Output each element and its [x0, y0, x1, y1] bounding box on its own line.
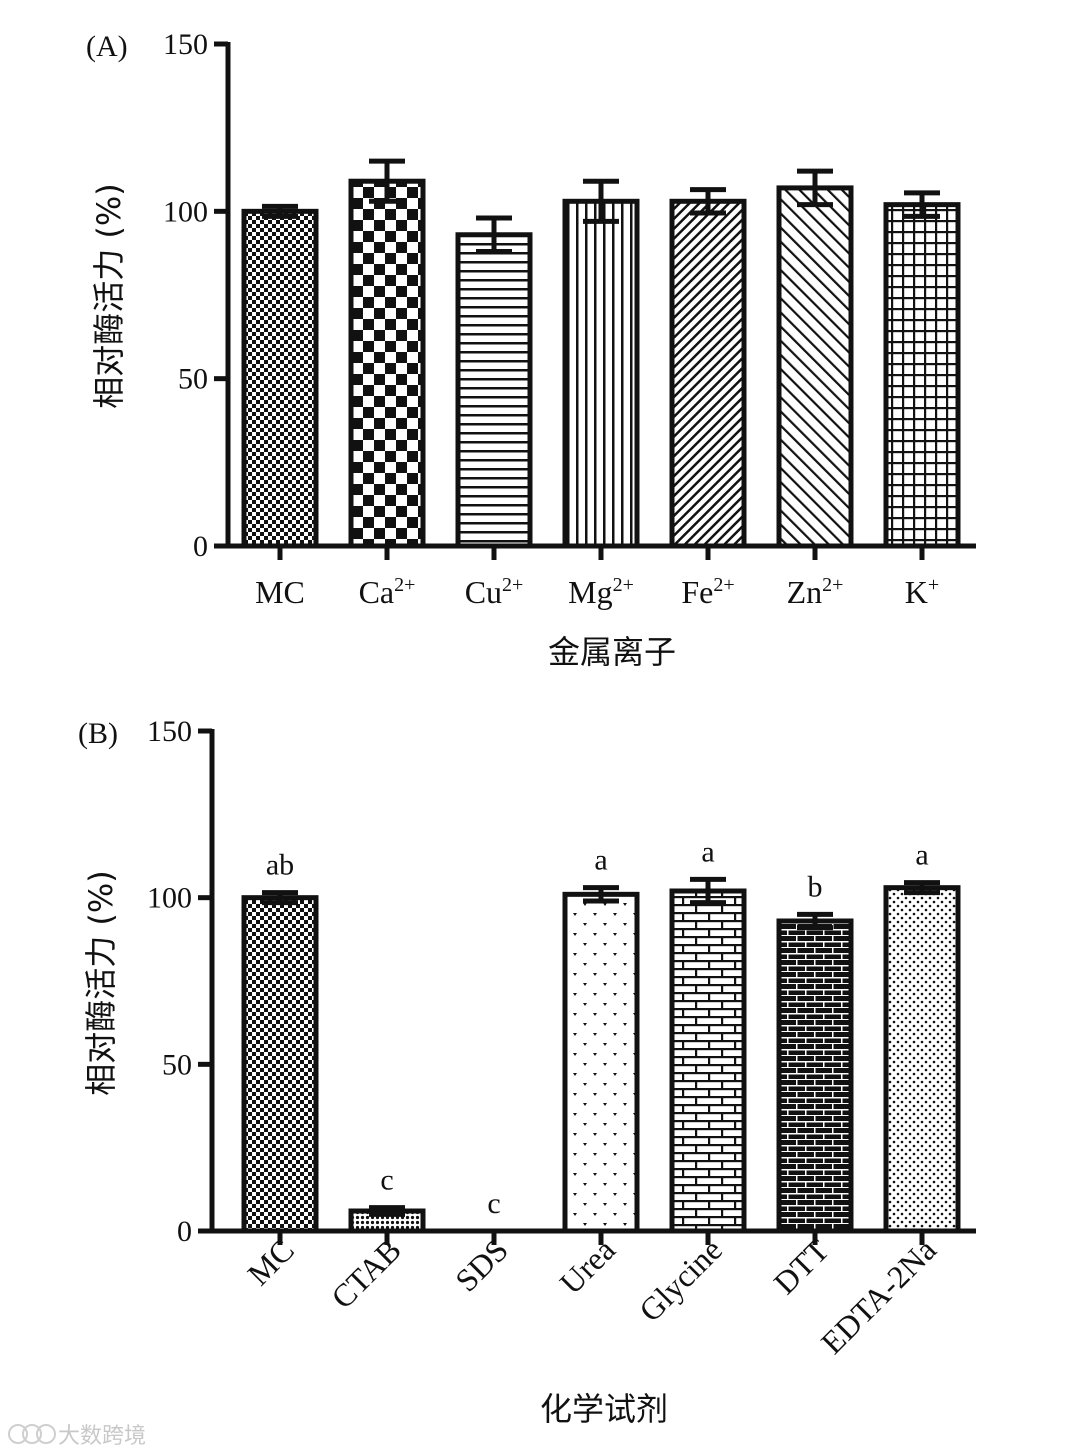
error-bar	[690, 187, 726, 216]
bar	[883, 202, 961, 549]
x-tick-label: MC	[255, 574, 305, 610]
x-tick-label: Fe2+	[681, 574, 734, 610]
y-tick-label: 150	[147, 715, 192, 748]
error-bar	[262, 203, 298, 219]
y-tick-label: 150	[163, 28, 208, 61]
error-bar	[690, 876, 726, 906]
x-tick-label: DTT	[767, 1231, 837, 1301]
y-axis-title: 相对酶活力 (%)	[90, 183, 128, 409]
bar	[241, 895, 319, 1234]
panel-label: (A)	[86, 30, 128, 63]
error-bar	[583, 178, 619, 224]
x-tick-label: EDTA-2Na	[814, 1231, 943, 1360]
x-tick-label: Zn2+	[787, 574, 844, 610]
error-bar	[904, 190, 940, 219]
bar	[883, 885, 961, 1234]
bar	[241, 208, 319, 549]
y-tick-label: 100	[147, 882, 192, 915]
bar	[669, 198, 747, 549]
x-tick-label: Urea	[553, 1231, 622, 1300]
y-tick-label: 100	[163, 195, 208, 228]
significance-label: c	[380, 1164, 393, 1197]
bar	[669, 888, 747, 1234]
error-bar	[369, 158, 405, 204]
bar	[776, 185, 854, 549]
error-bar	[797, 911, 833, 931]
x-tick-label: SDS	[448, 1231, 515, 1298]
significance-label: b	[808, 870, 823, 903]
panel-label: (B)	[78, 717, 118, 750]
bar	[776, 918, 854, 1234]
bar	[455, 232, 533, 549]
significance-label: a	[594, 844, 607, 877]
x-tick-label: Cu2+	[465, 574, 524, 610]
watermark-logo-icon	[8, 1424, 56, 1444]
y-tick-label: 0	[193, 530, 208, 563]
error-bar	[797, 168, 833, 208]
y-tick-label: 50	[162, 1048, 192, 1081]
error-bar	[262, 890, 298, 906]
x-tick-label: CTAB	[324, 1231, 408, 1315]
significance-label: a	[701, 835, 714, 868]
significance-label: ab	[266, 849, 294, 882]
x-tick-label: MC	[240, 1231, 301, 1292]
significance-label: a	[915, 839, 928, 872]
x-tick-label: K+	[905, 574, 939, 610]
y-axis-title: 相对酶活力 (%)	[82, 870, 120, 1096]
significance-label: c	[487, 1187, 500, 1220]
error-bar	[369, 1205, 405, 1217]
error-bar	[476, 215, 512, 254]
x-tick-label: Mg2+	[568, 574, 634, 610]
watermark-text: 大数跨境	[58, 1424, 146, 1449]
error-bar	[583, 885, 619, 904]
y-tick-label: 50	[178, 363, 208, 396]
x-axis-title: 化学试剂	[540, 1390, 668, 1428]
bar	[562, 198, 640, 549]
bar	[348, 178, 426, 549]
x-tick-label: Ca2+	[359, 574, 416, 610]
watermark: 大数跨境	[8, 1424, 146, 1449]
chart-panel-a: (A) 0 50 100 150 相对酶活力 (%) 金属离子 MC Ca2+ Cu2+ Mg2+ F…	[86, 28, 976, 671]
x-tick-label: Glycine	[632, 1231, 729, 1328]
error-bar	[904, 880, 940, 896]
x-axis-title: 金属离子	[548, 633, 676, 671]
bar	[562, 891, 640, 1234]
y-tick-label: 0	[177, 1215, 192, 1248]
